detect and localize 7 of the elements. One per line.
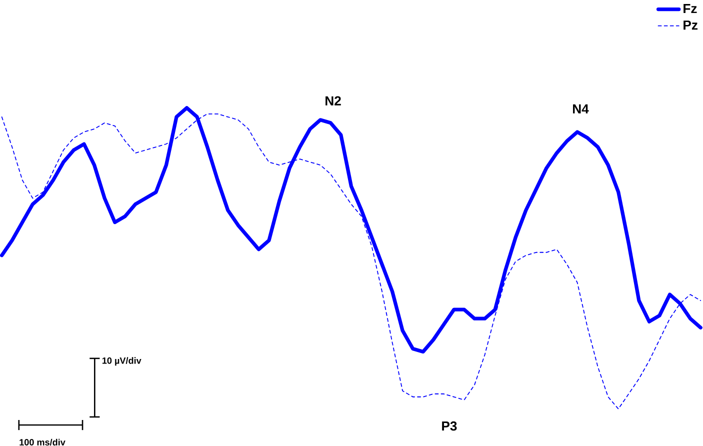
legend-label: Pz	[684, 20, 698, 30]
text: 100 ms/div	[20, 439, 66, 446]
annotation: N4	[573, 104, 589, 114]
text: P3	[442, 422, 457, 431]
legend-label: Fz	[684, 4, 697, 14]
text: N2	[326, 96, 341, 106]
annotation: 10 µV/div	[102, 357, 142, 366]
